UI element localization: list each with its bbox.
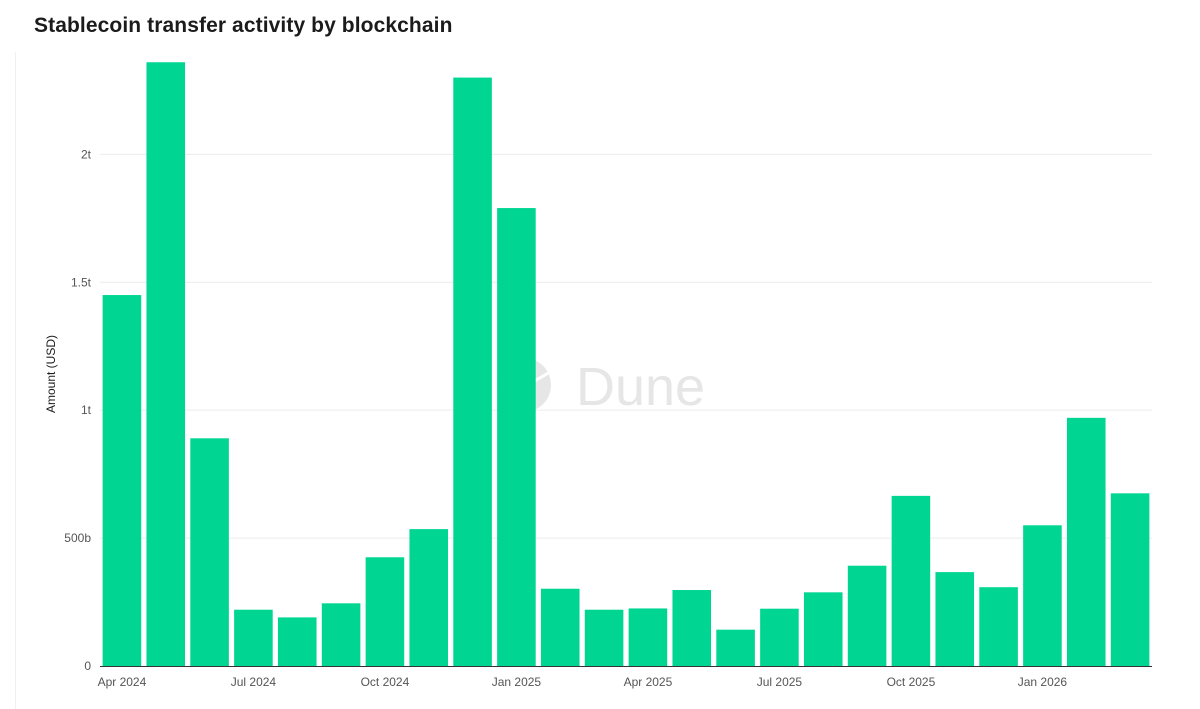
bar[interactable]: [277, 617, 317, 666]
y-tick-label: 2t: [81, 147, 92, 161]
x-tick-label: Jan 2026: [1018, 675, 1068, 689]
watermark-text: Dune: [576, 357, 705, 417]
bar[interactable]: [102, 295, 142, 666]
y-tick-label: 1.5t: [71, 275, 92, 289]
bar[interactable]: [1023, 525, 1062, 666]
bar[interactable]: [672, 590, 712, 666]
bar[interactable]: [234, 609, 273, 666]
bar[interactable]: [146, 62, 186, 666]
bar[interactable]: [365, 557, 405, 666]
bar[interactable]: [847, 565, 887, 666]
bar[interactable]: [584, 609, 624, 666]
chart-title: Stablecoin transfer activity by blockcha…: [34, 14, 453, 37]
bar[interactable]: [321, 603, 361, 666]
bar[interactable]: [190, 438, 229, 666]
bar[interactable]: [760, 608, 799, 666]
bar[interactable]: [979, 587, 1018, 666]
bar[interactable]: [453, 77, 492, 667]
x-tick-label: Jan 2025: [492, 675, 542, 689]
x-tick-label: Apr 2025: [624, 675, 673, 689]
x-tick-label: Oct 2024: [361, 675, 410, 689]
bar[interactable]: [1066, 417, 1106, 666]
bar[interactable]: [935, 572, 975, 666]
x-tick-label: Jul 2024: [231, 675, 277, 689]
gridlines: [100, 153, 1152, 539]
y-tick-label: 1t: [81, 403, 92, 417]
panel-divider: [15, 52, 16, 709]
bar[interactable]: [716, 629, 755, 666]
y-tick-label: 0: [84, 659, 91, 673]
x-tick-label: Oct 2025: [887, 675, 936, 689]
bar[interactable]: [497, 208, 536, 666]
y-tick-label: 500b: [64, 531, 91, 545]
bar[interactable]: [409, 529, 449, 666]
bar[interactable]: [803, 592, 843, 666]
bar[interactable]: [891, 495, 931, 666]
bar[interactable]: [1110, 493, 1150, 666]
axes: Amount (USD) 0 500b 1t 1.5t 2t Apr 2024 Jul 20…: [44, 147, 1152, 689]
bars: [102, 62, 1150, 667]
bar[interactable]: [540, 588, 580, 666]
x-tick-label: Jul 2025: [757, 675, 803, 689]
bar[interactable]: [628, 608, 668, 666]
y-axis-label: Amount (USD): [44, 335, 58, 413]
x-tick-label: Apr 2024: [98, 675, 147, 689]
